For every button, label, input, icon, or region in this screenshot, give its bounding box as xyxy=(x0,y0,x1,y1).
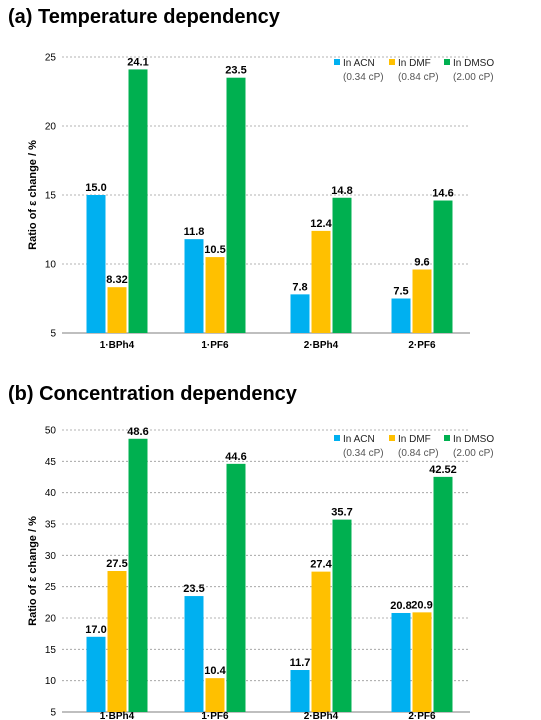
legend-sublabel: (2.00 cP) xyxy=(453,72,494,83)
data-label: 23.5 xyxy=(225,65,246,77)
bar xyxy=(226,77,246,333)
data-label: 24.1 xyxy=(127,56,148,68)
data-label: 48.6 xyxy=(127,426,148,438)
bar xyxy=(391,298,411,333)
y-tick-label: 10 xyxy=(45,260,57,271)
y-tick-label: 35 xyxy=(45,520,57,531)
bar xyxy=(107,571,127,712)
y-tick-label: 20 xyxy=(45,614,57,625)
legend-label: In ACN xyxy=(343,58,375,69)
y-tick-label: 10 xyxy=(45,676,57,687)
data-label: 27.4 xyxy=(310,559,332,571)
bar xyxy=(107,287,127,333)
x-category-label: 2·BPh4 xyxy=(304,711,339,720)
x-category-label: 1·BPh4 xyxy=(100,711,135,720)
bar xyxy=(311,571,331,712)
bar xyxy=(311,230,331,333)
legend-label: In DMF xyxy=(398,58,431,69)
bar xyxy=(391,612,411,712)
bar xyxy=(128,438,148,712)
legend-sublabel: (0.84 cP) xyxy=(398,72,439,83)
bar xyxy=(184,239,204,333)
bar xyxy=(290,670,310,712)
data-label: 8.32 xyxy=(106,274,127,286)
x-category-label: 1·PF6 xyxy=(201,711,229,720)
data-label: 27.5 xyxy=(106,558,127,570)
legend-sublabel: (0.34 cP) xyxy=(343,72,384,83)
y-tick-label: 15 xyxy=(45,645,57,656)
legend-label: In DMSO xyxy=(453,434,494,445)
data-label: 35.7 xyxy=(331,507,352,519)
bar xyxy=(86,195,106,333)
bar xyxy=(412,269,432,333)
y-tick-label: 25 xyxy=(45,53,57,64)
legend-label: In DMF xyxy=(398,434,431,445)
data-label: 10.4 xyxy=(204,665,226,677)
data-label: 15.0 xyxy=(85,182,106,194)
legend-swatch xyxy=(389,435,395,441)
bar xyxy=(205,678,225,712)
y-tick-label: 45 xyxy=(45,457,57,468)
legend-swatch xyxy=(389,59,395,65)
data-label: 20.8 xyxy=(390,600,411,612)
data-label: 7.8 xyxy=(292,281,307,293)
x-category-label: 1·PF6 xyxy=(201,340,229,351)
y-tick-label: 5 xyxy=(50,708,56,719)
legend-swatch xyxy=(444,59,450,65)
x-category-label: 2·PF6 xyxy=(408,340,436,351)
bar xyxy=(332,519,352,712)
bar xyxy=(226,463,246,712)
bar xyxy=(433,200,453,333)
y-tick-label: 30 xyxy=(45,551,57,562)
data-label: 23.5 xyxy=(183,583,204,595)
y-tick-label: 25 xyxy=(45,582,57,593)
data-label: 12.4 xyxy=(310,218,332,230)
data-label: 14.8 xyxy=(331,185,352,197)
data-label: 20.9 xyxy=(411,599,432,611)
bar xyxy=(205,257,225,333)
legend-sublabel: (0.84 cP) xyxy=(398,448,439,459)
bar xyxy=(412,612,432,712)
bar xyxy=(290,294,310,333)
data-label: 14.6 xyxy=(432,188,453,200)
bar xyxy=(332,197,352,333)
data-label: 11.7 xyxy=(290,657,311,669)
y-tick-label: 5 xyxy=(50,329,56,340)
bar xyxy=(128,69,148,334)
data-label: 9.6 xyxy=(414,257,429,269)
legend-label: In ACN xyxy=(343,434,375,445)
x-category-label: 1·BPh4 xyxy=(100,340,135,351)
data-label: 10.5 xyxy=(204,244,225,256)
data-label: 17.0 xyxy=(85,624,106,636)
bar xyxy=(184,596,204,712)
y-tick-label: 20 xyxy=(45,122,57,133)
data-label: 7.5 xyxy=(393,286,408,298)
legend-sublabel: (2.00 cP) xyxy=(453,448,494,459)
y-tick-label: 50 xyxy=(45,426,57,437)
chart-b-title: (b) Concentration dependency xyxy=(8,383,297,405)
y-tick-label: 15 xyxy=(45,191,57,202)
y-axis-label: Ratio of ε change / % xyxy=(27,140,39,250)
legend-sublabel: (0.34 cP) xyxy=(343,448,384,459)
data-label: 44.6 xyxy=(225,451,246,463)
legend-swatch xyxy=(444,435,450,441)
chart-a-title: (a) Temperature dependency xyxy=(8,6,280,28)
bar xyxy=(86,636,106,712)
y-tick-label: 40 xyxy=(45,488,57,499)
legend-label: In DMSO xyxy=(453,58,494,69)
x-category-label: 2·PF6 xyxy=(408,711,436,720)
y-axis-label: Ratio of ε change / % xyxy=(27,516,39,626)
bar xyxy=(433,476,453,712)
legend-swatch xyxy=(334,435,340,441)
data-label: 42.52 xyxy=(429,464,457,476)
legend-swatch xyxy=(334,59,340,65)
data-label: 11.8 xyxy=(184,226,205,238)
x-category-label: 2·BPh4 xyxy=(304,340,339,351)
